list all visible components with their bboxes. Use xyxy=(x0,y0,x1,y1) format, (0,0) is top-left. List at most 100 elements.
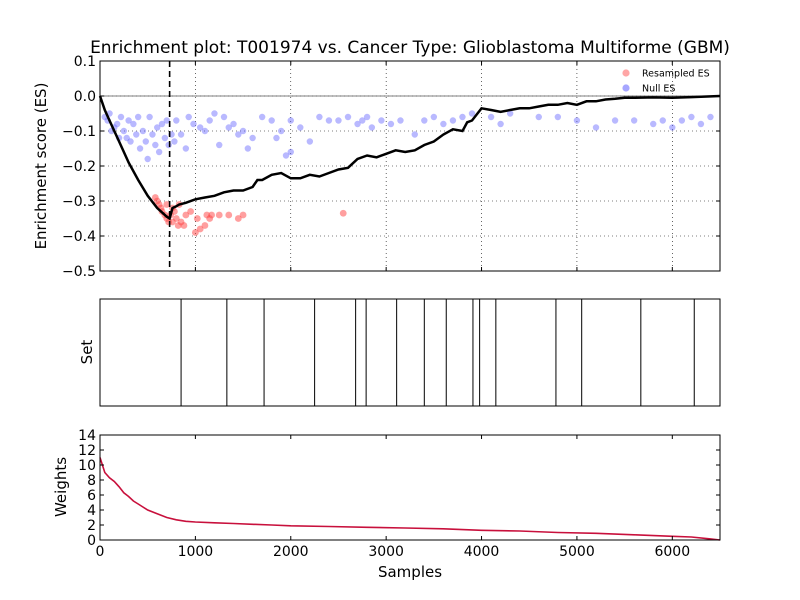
null-es-point xyxy=(368,124,376,131)
legend: Resampled ES Null ES xyxy=(622,69,710,95)
null-es-point xyxy=(120,127,128,135)
resampled-es-point xyxy=(208,211,216,219)
null-es-point xyxy=(158,120,166,128)
es-xticks xyxy=(99,61,673,271)
resampled-es-point xyxy=(151,194,159,201)
weights-ytick-label: 10 xyxy=(78,458,96,474)
null-es-point xyxy=(154,124,161,131)
chart-title: Enrichment plot: T001974 vs. Cancer Type… xyxy=(90,38,730,58)
null-es-point xyxy=(196,124,204,131)
null-es-point xyxy=(282,152,290,159)
null-es-point xyxy=(235,131,242,138)
es-grid xyxy=(100,61,720,271)
x-tick-label: 5000 xyxy=(559,544,595,560)
resampled-es-point xyxy=(201,222,209,229)
set-panel: Set xyxy=(78,298,721,407)
x-tick-label: 3000 xyxy=(368,544,404,560)
null-es-point xyxy=(359,117,366,124)
null-es-point xyxy=(573,117,581,124)
legend-marker xyxy=(622,84,630,92)
null-es-point xyxy=(487,113,495,121)
null-es-point xyxy=(173,117,180,124)
null-es-point xyxy=(190,120,197,128)
weights-curve xyxy=(99,457,721,541)
null-es-point xyxy=(659,117,666,124)
null-es-point xyxy=(230,120,237,128)
weights-ytick-label: 2 xyxy=(87,518,96,534)
null-es-point xyxy=(630,117,638,124)
set-hits xyxy=(180,299,695,406)
es-ytick-label: −0.4 xyxy=(62,229,96,245)
null-es-point xyxy=(123,134,130,142)
resampled-es-point xyxy=(234,215,242,222)
null-es-point xyxy=(297,124,304,131)
null-es-point xyxy=(136,145,144,152)
resampled-es-point xyxy=(193,215,201,222)
weights-ytick-label: 6 xyxy=(87,488,96,504)
es-points xyxy=(101,110,714,236)
x-axis-label: Samples xyxy=(378,563,442,581)
null-es-point xyxy=(411,131,418,138)
null-es-point xyxy=(142,138,149,145)
resampled-es-point xyxy=(225,211,233,219)
null-es-point xyxy=(535,113,542,121)
es-ytick-label: −0.1 xyxy=(62,124,96,140)
null-es-point xyxy=(113,120,121,128)
es-curve xyxy=(98,94,721,221)
null-es-point xyxy=(125,117,132,124)
es-yticks: 0.1 0.0 −0.1 −0.2 −0.3 −0.4 −0.5 xyxy=(62,54,720,280)
null-es-point xyxy=(287,117,294,124)
null-es-point xyxy=(592,124,600,131)
es-ylabel: Enrichment score (ES) xyxy=(32,83,50,250)
null-es-point xyxy=(152,141,159,149)
null-es-point xyxy=(161,134,169,142)
null-es-point xyxy=(449,117,457,124)
null-es-point xyxy=(155,148,163,156)
set-ylabel: Set xyxy=(78,340,96,365)
resampled-es-point xyxy=(215,211,223,219)
null-es-point xyxy=(335,117,342,124)
null-es-point xyxy=(239,127,247,135)
null-es-point xyxy=(287,148,294,156)
null-es-point xyxy=(306,138,314,145)
null-es-point xyxy=(650,120,657,128)
null-es-point xyxy=(421,117,428,124)
null-es-point xyxy=(611,117,619,124)
null-es-point xyxy=(163,117,170,124)
weights-ylabel: Weights xyxy=(52,457,70,517)
null-es-point xyxy=(133,131,140,138)
weights-ytick-label: 0 xyxy=(87,533,96,549)
es-ytick-label: 0.1 xyxy=(74,54,96,70)
weights-ytick-label: 12 xyxy=(78,443,96,459)
null-es-point xyxy=(688,113,695,121)
null-es-point xyxy=(440,120,447,128)
null-es-point xyxy=(117,113,125,121)
null-es-point xyxy=(387,120,395,128)
null-es-point xyxy=(225,124,232,131)
null-es-point xyxy=(554,113,562,121)
x-tick-label: 4000 xyxy=(464,544,500,560)
resampled-es-point xyxy=(339,209,347,217)
null-es-point xyxy=(220,113,228,121)
null-es-point xyxy=(354,120,361,128)
es-ytick-label: −0.5 xyxy=(62,264,96,280)
null-es-point xyxy=(273,134,280,142)
null-es-point xyxy=(171,138,178,145)
weights-ytick-label: 4 xyxy=(87,503,96,519)
x-tick-label: 1000 xyxy=(178,544,214,560)
null-es-point xyxy=(325,117,333,124)
null-es-point xyxy=(707,113,714,121)
null-es-point xyxy=(146,113,153,121)
null-es-point xyxy=(497,120,504,128)
null-es-point xyxy=(206,117,213,124)
null-es-point xyxy=(216,141,223,149)
x-tick-label: 6000 xyxy=(654,544,690,560)
null-es-point xyxy=(268,117,275,124)
null-es-point xyxy=(430,113,438,121)
set-frame xyxy=(99,298,721,407)
legend-marker xyxy=(622,69,630,77)
null-es-point xyxy=(669,124,676,131)
null-es-point xyxy=(139,127,147,135)
